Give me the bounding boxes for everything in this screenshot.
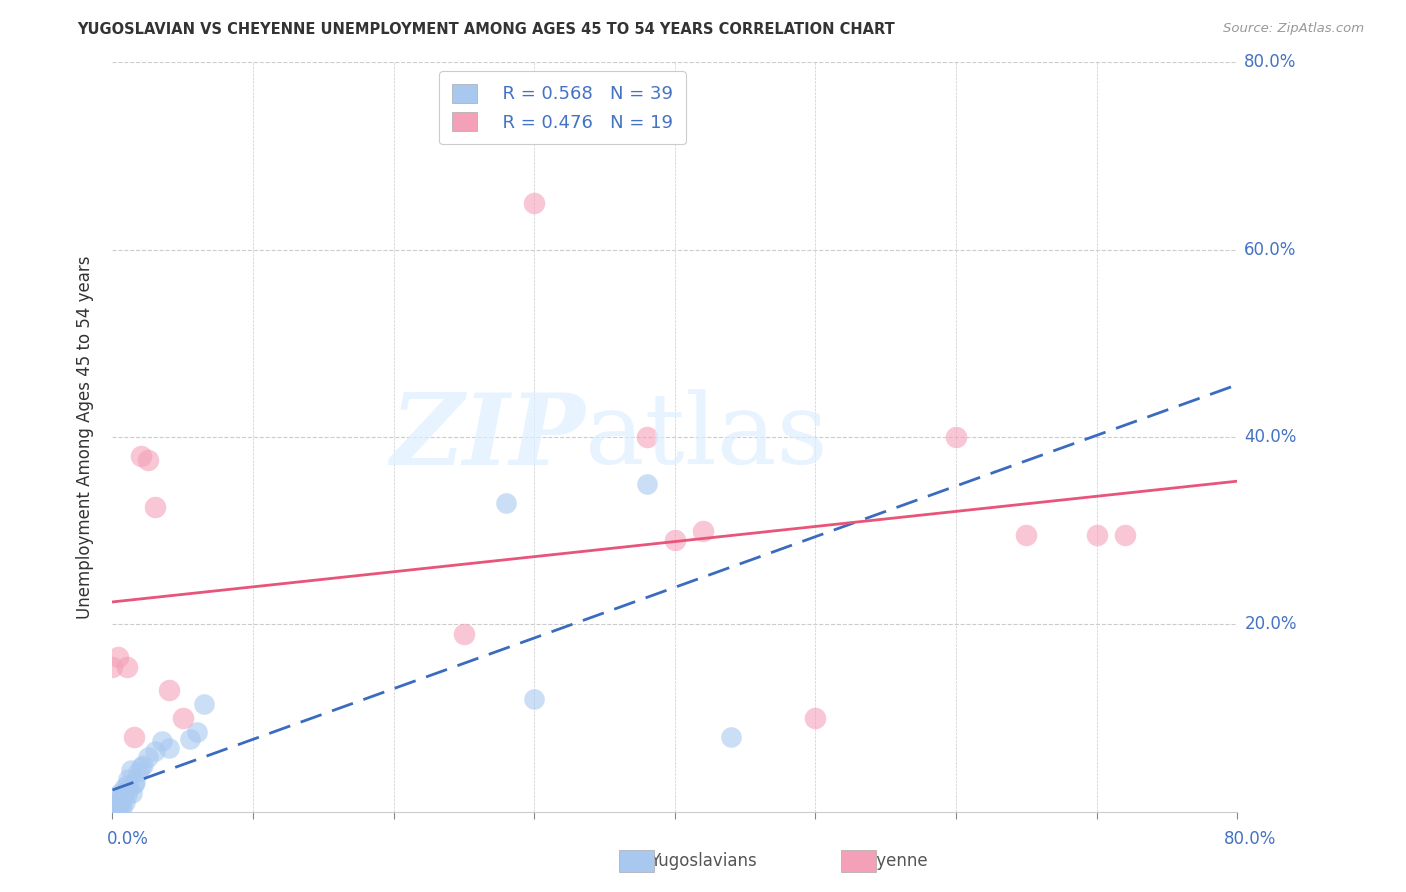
Text: 80.0%: 80.0% [1244, 54, 1296, 71]
Point [636, 476, 658, 491]
Point [115, 659, 138, 673]
Point [122, 730, 145, 744]
Point [179, 731, 201, 746]
Point [636, 430, 658, 444]
Point [129, 449, 152, 463]
Point [143, 744, 166, 758]
Point [523, 195, 546, 210]
Text: 20.0%: 20.0% [1244, 615, 1296, 633]
Point [804, 711, 827, 725]
Text: 40.0%: 40.0% [1244, 428, 1296, 446]
Point [112, 786, 135, 800]
Point [1085, 528, 1108, 542]
Text: 0.0%: 0.0% [107, 830, 149, 848]
Point [1015, 528, 1038, 542]
Text: ZIP: ZIP [389, 389, 585, 485]
Y-axis label: Unemployment Among Ages 45 to 54 years: Unemployment Among Ages 45 to 54 years [76, 255, 94, 619]
Text: Yugoslavians: Yugoslavians [650, 852, 756, 870]
Legend:   R = 0.568   N = 39,   R = 0.476   N = 19: R = 0.568 N = 39, R = 0.476 N = 19 [439, 71, 686, 145]
Point [692, 524, 714, 538]
Text: Cheyenne: Cheyenne [844, 852, 928, 870]
Point [118, 781, 141, 796]
Point [150, 734, 173, 748]
Point [104, 797, 127, 812]
Point [122, 776, 145, 791]
Point [101, 659, 124, 673]
Point [143, 500, 166, 515]
Point [945, 430, 967, 444]
Point [112, 781, 135, 796]
Point [495, 496, 517, 510]
Point [1114, 528, 1136, 542]
Point [110, 790, 132, 805]
Point [157, 741, 180, 756]
Point [124, 774, 146, 789]
Text: YUGOSLAVIAN VS CHEYENNE UNEMPLOYMENT AMONG AGES 45 TO 54 YEARS CORRELATION CHART: YUGOSLAVIAN VS CHEYENNE UNEMPLOYMENT AMO… [77, 22, 896, 37]
Point [136, 750, 159, 764]
Point [453, 626, 475, 640]
Text: atlas: atlas [585, 389, 828, 485]
Point [157, 683, 180, 698]
Point [110, 797, 132, 812]
Point [114, 796, 136, 810]
Point [111, 800, 134, 814]
Point [121, 786, 143, 800]
Point [117, 772, 139, 786]
Point [108, 796, 131, 810]
Point [186, 725, 208, 739]
Point [132, 758, 155, 772]
Point [172, 711, 194, 725]
Point [107, 650, 129, 665]
Point [105, 796, 128, 810]
Point [108, 786, 131, 800]
Point [104, 805, 127, 819]
Point [129, 760, 152, 774]
Point [115, 788, 138, 802]
Point [720, 730, 742, 744]
Point [101, 805, 124, 819]
Point [105, 800, 128, 814]
Point [127, 765, 149, 780]
Point [523, 692, 546, 706]
Point [193, 697, 215, 711]
Point [136, 453, 159, 467]
Point [107, 800, 129, 814]
Point [664, 533, 686, 547]
Point [120, 763, 142, 777]
Text: 60.0%: 60.0% [1244, 241, 1296, 259]
Text: 80.0%: 80.0% [1225, 830, 1277, 848]
Point [103, 805, 125, 819]
Point [103, 800, 125, 814]
Text: Source: ZipAtlas.com: Source: ZipAtlas.com [1223, 22, 1364, 36]
Point [107, 790, 129, 805]
Point [115, 779, 138, 793]
